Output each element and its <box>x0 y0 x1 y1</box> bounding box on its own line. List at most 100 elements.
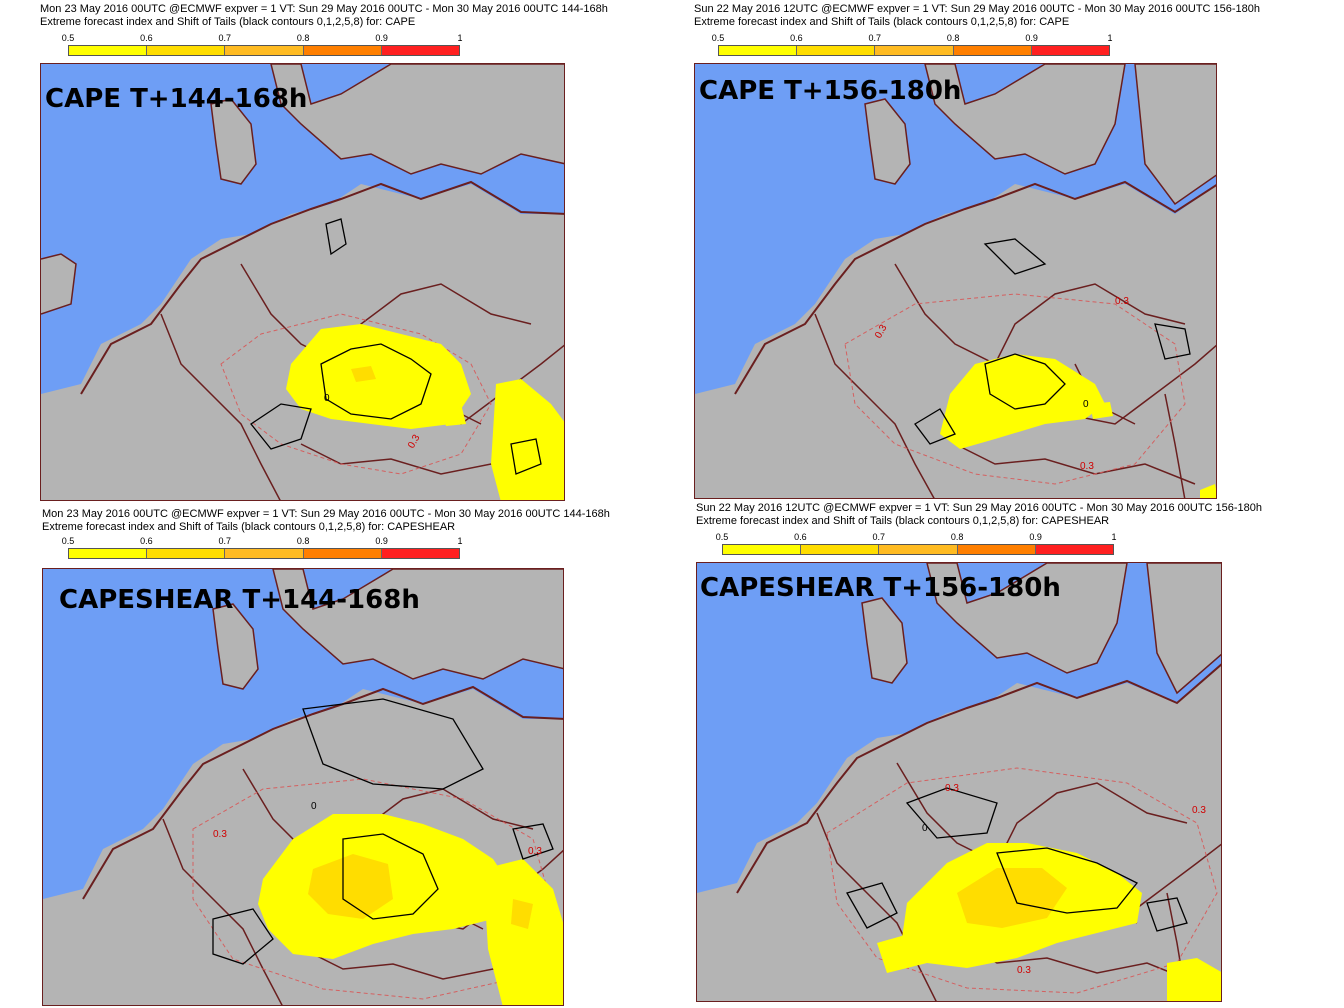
black-contour <box>1146 897 1188 932</box>
legend-colour-bar <box>722 544 1114 555</box>
legend-colour-swatch <box>801 545 880 554</box>
contour-label: 0.3 <box>873 323 890 341</box>
efi-yellow-area <box>483 859 563 1005</box>
efi-orange-area <box>511 899 533 929</box>
efi-map: 0.3 0.3 0 CAPESHEAR T+144-168h <box>42 568 564 1006</box>
legend-colour-swatch <box>381 549 460 558</box>
legend-colour-swatch <box>147 549 226 558</box>
legend-tick-label: 0.6 <box>790 33 803 43</box>
efi-yellow-area <box>1090 402 1113 419</box>
efi-orange-area <box>308 854 393 919</box>
colour-legend: 0.5 0.6 0.7 0.8 0.9 1 <box>62 33 463 59</box>
legend-tick-label: 1 <box>1111 532 1117 542</box>
panel-capeshear-144-168: Mon 23 May 2016 00UTC @ECMWF expver = 1 … <box>40 508 670 1008</box>
legend-colour-swatch <box>225 549 304 558</box>
legend-tick-label: 1 <box>1107 33 1113 43</box>
contour-label: 0.3 <box>1192 805 1206 816</box>
coastline <box>734 180 1216 395</box>
dashed-contour <box>844 293 1186 485</box>
legend-tick-label: 0.5 <box>61 33 75 43</box>
legend-colour-swatch <box>225 46 304 55</box>
legend-colour-swatch <box>303 549 382 558</box>
black-contour <box>250 403 312 450</box>
black-contour <box>984 353 1066 410</box>
panel-header-line1: Sun 22 May 2016 12UTC @ECMWF expver = 1 … <box>696 502 1263 514</box>
colour-legend: 0.5 0.6 0.7 0.8 0.9 1 <box>716 532 1117 558</box>
legend-colour-swatch <box>69 46 148 55</box>
legend-colour-swatch <box>1035 545 1114 554</box>
black-contour <box>905 787 998 839</box>
efi-yellow-area <box>940 354 1105 449</box>
panel-label: CAPESHEAR T+144-168h <box>59 585 420 615</box>
legend-tick-label: 0.6 <box>140 536 153 546</box>
legend-colour-swatch <box>957 545 1036 554</box>
east-land <box>1146 563 1221 695</box>
denmark <box>864 98 911 185</box>
legend-tick-label: 0.7 <box>868 33 882 43</box>
efi-yellow-area <box>491 379 564 500</box>
black-contour <box>212 908 274 965</box>
legend-tick-label: 1 <box>457 536 463 546</box>
panel-cape-144-168: Mon 23 May 2016 00UTC @ECMWF expver = 1 … <box>40 3 608 503</box>
efi-yellow-area <box>441 404 466 426</box>
legend-colour-swatch <box>797 46 876 55</box>
contour-label: 0.3 <box>1017 965 1031 976</box>
contour-label: 0.3 <box>213 829 227 840</box>
contour-label: 0.3 <box>528 846 542 857</box>
legend-tick-label: 0.7 <box>218 536 232 546</box>
contour-label: 0.3 <box>406 433 423 451</box>
legend-colour-swatch <box>723 545 802 554</box>
panel-header-line2: Extreme forecast index and Shift of Tail… <box>42 521 456 533</box>
uk-coast <box>41 253 77 315</box>
efi-yellow-area <box>877 933 927 973</box>
efi-yellow-area <box>1167 958 1221 1001</box>
panel-label: CAPE T+144-168h <box>45 84 308 114</box>
contour-label: 0 <box>1083 399 1089 410</box>
denmark <box>861 597 908 684</box>
black-contour <box>510 438 542 475</box>
efi-map: 0.3 0 CAPE T+144-168h <box>40 63 565 501</box>
legend-tick-label: 0.9 <box>375 536 388 546</box>
legend-colour-swatch <box>879 545 958 554</box>
panel-header-line2: Extreme forecast index and Shift of Tail… <box>40 16 416 28</box>
panel-cape-156-180: Sun 22 May 2016 12UTC @ECMWF expver = 1 … <box>694 3 1334 503</box>
black-contour <box>512 823 554 860</box>
panel-header-line1: Sun 22 May 2016 12UTC @ECMWF expver = 1 … <box>694 3 1261 15</box>
legend-colour-bar <box>718 45 1110 56</box>
efi-map: 0.3 0.3 0.3 0 CAPE T+156-180h <box>694 63 1217 499</box>
legend-colour-swatch <box>1031 46 1110 55</box>
black-contour <box>846 882 898 929</box>
east-land <box>1134 64 1216 206</box>
legend-tick-label: 1 <box>457 33 463 43</box>
efi-yellow-area <box>1200 484 1216 498</box>
legend-tick-label: 0.8 <box>296 33 310 43</box>
contour-label: 0.3 <box>945 783 959 794</box>
legend-colour-swatch <box>147 46 226 55</box>
black-contour <box>983 238 1047 275</box>
panel-header-line2: Extreme forecast index and Shift of Tail… <box>694 16 1070 28</box>
legend-tick-label: 0.6 <box>794 532 807 542</box>
efi-map: 0.3 0.3 0 0.3 CAPESHEAR T+156-180h <box>696 562 1222 1002</box>
coastline <box>82 685 563 900</box>
contour-label: 0.3 <box>1080 461 1094 472</box>
contour-label: 0 <box>922 823 928 834</box>
panel-capeshear-156-180: Sun 22 May 2016 12UTC @ECMWF expver = 1 … <box>696 502 1336 1008</box>
contour-label: 0 <box>324 393 330 404</box>
black-contour <box>325 218 347 256</box>
colour-legend: 0.5 0.6 0.7 0.8 0.9 1 <box>712 33 1113 59</box>
coastline <box>736 663 1221 894</box>
colour-legend: 0.5 0.6 0.7 0.8 0.9 1 <box>62 536 463 562</box>
legend-colour-swatch <box>953 46 1032 55</box>
dashed-contour <box>826 767 1218 994</box>
legend-tick-label: 0.6 <box>140 33 153 43</box>
legend-tick-label: 0.5 <box>61 536 75 546</box>
legend-colour-swatch <box>303 46 382 55</box>
legend-tick-label: 0.8 <box>296 536 310 546</box>
legend-colour-bar <box>68 45 460 56</box>
legend-tick-label: 0.7 <box>872 532 886 542</box>
efi-orange-area <box>351 366 376 382</box>
scandinavia <box>926 563 1128 674</box>
black-contour <box>1154 323 1191 360</box>
legend-tick-label: 0.8 <box>946 33 960 43</box>
legend-tick-label: 0.9 <box>1025 33 1038 43</box>
